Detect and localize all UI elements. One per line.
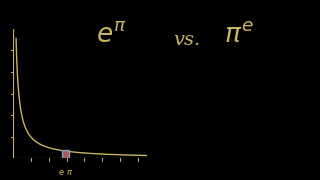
Text: $\pi^{e}$: $\pi^{e}$	[224, 22, 254, 47]
Text: vs.: vs.	[173, 31, 200, 49]
Text: $e$: $e$	[58, 168, 65, 177]
Text: $\pi$: $\pi$	[66, 168, 73, 177]
Text: $e^{\pi}$: $e^{\pi}$	[96, 22, 127, 47]
Bar	[61, 150, 69, 158]
